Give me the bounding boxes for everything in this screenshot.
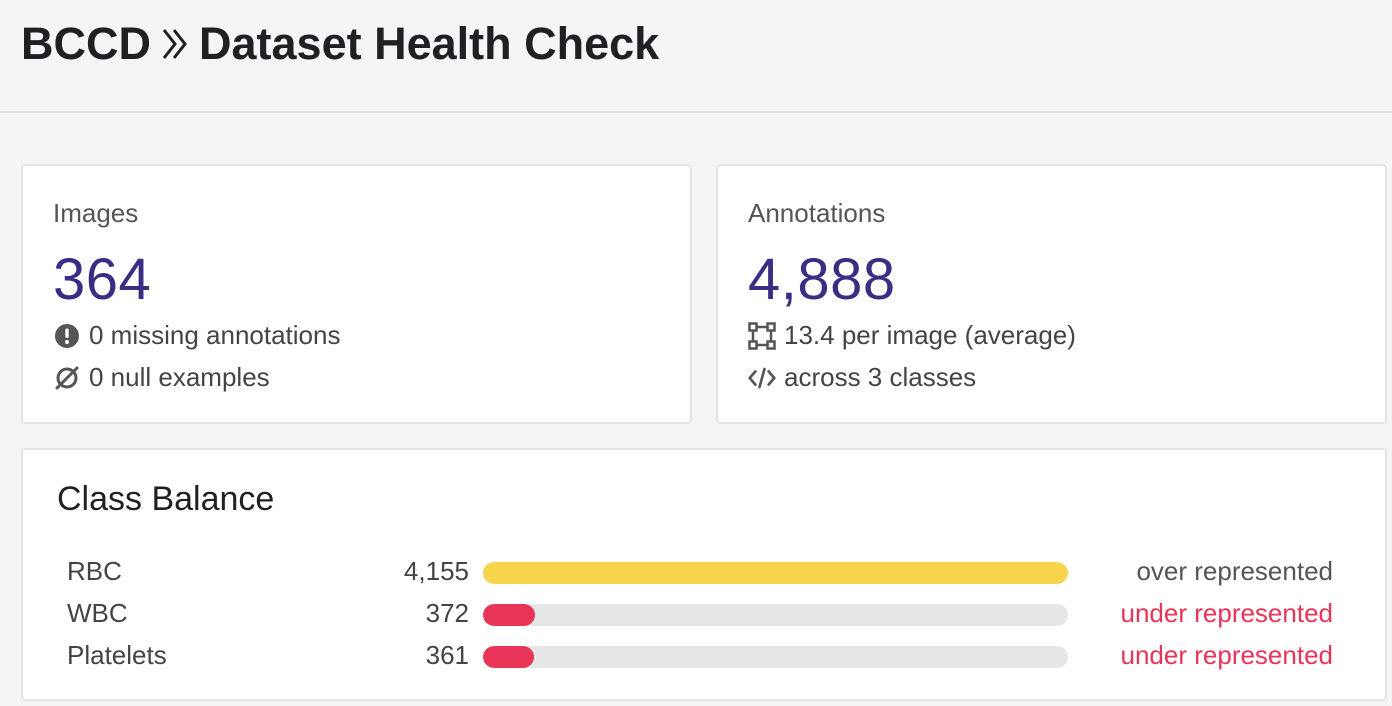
breadcrumb-project-link[interactable]: BCCD xyxy=(21,18,151,69)
breadcrumb: BCCD Dataset Health Check xyxy=(21,18,659,70)
empty-set-icon xyxy=(53,364,81,392)
exclamation-circle-icon xyxy=(53,322,81,350)
class-row[interactable]: Platelets 361 under represented xyxy=(23,636,1389,676)
images-card: Images 364 0 missing annotations 0 null … xyxy=(21,164,692,424)
double-chevron-right-icon xyxy=(161,27,191,61)
class-status: over represented xyxy=(1136,556,1333,586)
per-image-line: 13.4 per image (average) xyxy=(748,320,1076,351)
class-name: Platelets xyxy=(67,640,167,670)
missing-annotations-line: 0 missing annotations xyxy=(53,320,340,351)
null-examples-line: 0 null examples xyxy=(53,362,270,393)
null-examples-text: 0 null examples xyxy=(89,362,270,392)
annotations-card: Annotations 4,888 13.4 per image (averag… xyxy=(716,164,1387,424)
images-count: 364 xyxy=(53,247,152,312)
classes-line: across 3 classes xyxy=(748,362,976,393)
class-balance-title: Class Balance xyxy=(57,480,275,518)
class-count: 4,155 xyxy=(403,556,469,586)
class-name: RBC xyxy=(67,556,122,586)
bounding-box-icon xyxy=(748,321,776,350)
classes-text: across 3 classes xyxy=(784,362,977,392)
annotations-label: Annotations xyxy=(748,198,886,228)
class-status: under represented xyxy=(1120,640,1333,670)
class-bar-track xyxy=(483,604,1068,626)
class-bar-track xyxy=(483,646,1068,668)
class-status: under represented xyxy=(1120,598,1333,628)
images-label: Images xyxy=(53,198,139,228)
class-count: 361 xyxy=(425,640,469,670)
class-bar-fill xyxy=(483,562,1068,584)
class-row[interactable]: WBC 372 under represented xyxy=(23,594,1389,634)
class-name: WBC xyxy=(67,598,128,628)
page-header: BCCD Dataset Health Check xyxy=(0,0,1392,113)
per-image-text: 13.4 per image (average) xyxy=(784,320,1076,350)
annotations-count: 4,888 xyxy=(748,247,896,312)
class-bar-track xyxy=(483,562,1068,584)
missing-annotations-text: 0 missing annotations xyxy=(89,320,341,350)
page-title: Dataset Health Check xyxy=(199,18,660,69)
class-row[interactable]: RBC 4,155 over represented xyxy=(23,552,1389,592)
class-balance-card: Class Balance RBC 4,155 over represented… xyxy=(21,448,1387,701)
class-bar-fill xyxy=(483,646,534,668)
code-icon xyxy=(748,364,776,392)
class-bar-fill xyxy=(483,604,536,626)
class-count: 372 xyxy=(425,598,469,628)
